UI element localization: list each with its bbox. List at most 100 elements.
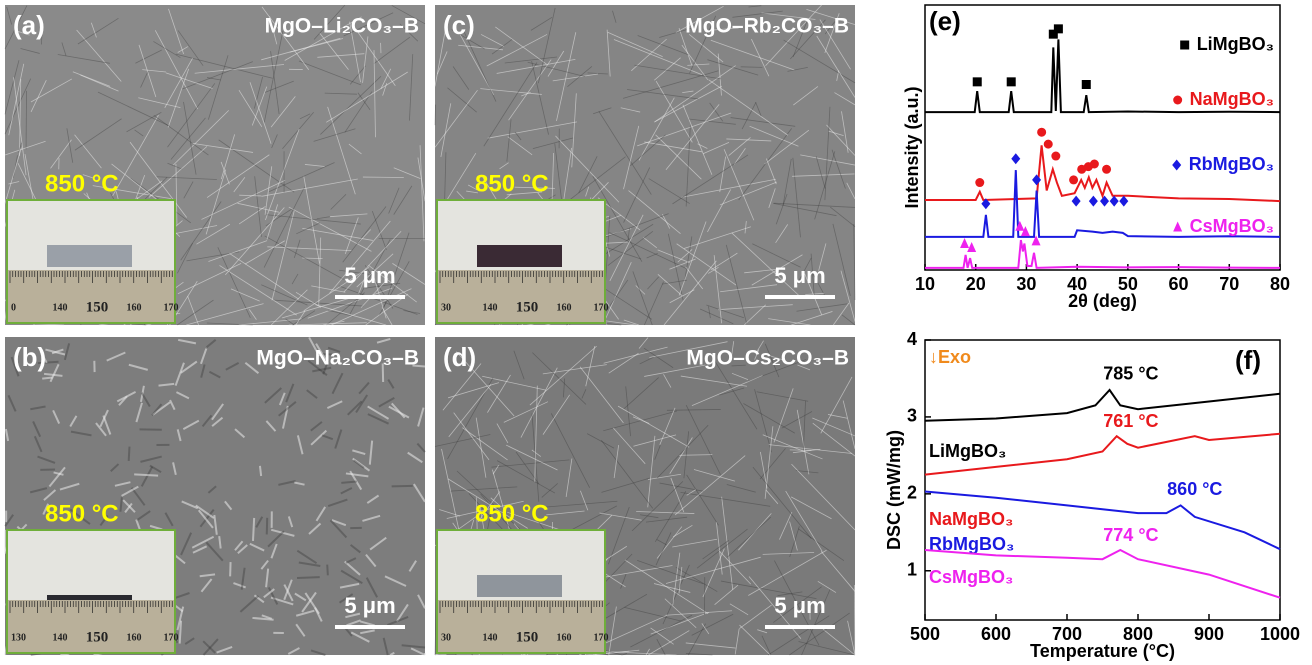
peak-marker [975, 178, 984, 187]
ruler-label: 160 [127, 302, 142, 313]
peak-marker [1011, 153, 1020, 164]
temperature: 850 °C [475, 500, 549, 527]
ruler-label: 150 [86, 629, 109, 645]
legend-marker [1172, 160, 1181, 171]
y-tick-label: 2 [907, 483, 917, 503]
legend-marker [1173, 96, 1182, 105]
x-axis-label: 2θ (deg) [1068, 291, 1137, 311]
x-tick-label: 20 [966, 274, 986, 294]
peak-marker [960, 238, 969, 248]
legend-marker [1180, 41, 1189, 50]
series-label: LiMgBO₃ [929, 441, 1006, 461]
sem-texture [392, 486, 413, 487]
scale-label: 5 μm [344, 263, 395, 288]
sem-panel: (c)MgO–Rb₂CO₃–B850 °C301401501601705 μm [435, 5, 855, 325]
series-label: CsMgBO₃ [929, 567, 1013, 587]
panel-label: (d) [443, 342, 476, 372]
scale-bar [335, 625, 405, 629]
sample [47, 245, 132, 267]
x-tick-label: 60 [1169, 274, 1189, 294]
ruler-label: 150 [516, 629, 539, 645]
panel-title: MgO–Rb₂CO₃–B [685, 15, 849, 38]
scale-label: 5 μm [774, 263, 825, 288]
sem-texture [134, 474, 158, 475]
panel-title: MgO–Na₂CO₃–B [256, 347, 419, 370]
x-tick-label: 600 [981, 624, 1011, 644]
x-tick-label: 10 [915, 274, 935, 294]
panel-title: MgO–Cs₂CO₃–B [686, 347, 849, 370]
legend-marker [1173, 222, 1182, 232]
ruler-label: 170 [164, 632, 179, 643]
sem-texture [180, 621, 181, 644]
x-axis-label: Temperature (°C) [1030, 641, 1175, 661]
temperature: 850 °C [45, 170, 119, 197]
x-tick-label: 70 [1219, 274, 1239, 294]
peak-marker [1089, 196, 1098, 207]
ruler-label: 130 [11, 632, 26, 643]
ruler-label: 160 [557, 302, 572, 313]
peak-marker [1044, 140, 1053, 149]
peak-marker [1102, 165, 1111, 174]
peak-annotation: 774 °C [1103, 525, 1158, 545]
ruler-label: 160 [557, 632, 572, 643]
sem-texture [129, 447, 130, 461]
sem-texture [297, 577, 320, 578]
sem-texture [435, 105, 436, 125]
sem-texture [341, 481, 357, 482]
legend-label: NaMgBO₃ [1190, 89, 1274, 109]
sem-texture [327, 565, 328, 576]
sem-texture [260, 466, 261, 476]
ruler-label: 140 [53, 302, 68, 313]
scale-bar [765, 625, 835, 629]
series-line [925, 240, 1280, 268]
y-tick-label: 4 [907, 329, 917, 349]
peak-annotation: 761 °C [1103, 411, 1158, 431]
y-axis-label: DSC (mW/mg) [884, 430, 904, 550]
y-axis-label: Intensity (a.u.) [902, 86, 922, 208]
ruler-label: 140 [483, 632, 498, 643]
peak-marker [1051, 152, 1060, 161]
temperature: 850 °C [475, 170, 549, 197]
panel-label: (f) [1235, 345, 1261, 375]
sem-panel: (a)MgO–Li₂CO₃–B850 °C01401501601705 μm [5, 5, 425, 325]
exo-label: ↓Exo [929, 347, 971, 367]
x-tick-label: 500 [910, 624, 940, 644]
peak-marker [1069, 175, 1078, 184]
figure: (a)MgO–Li₂CO₃–B850 °C01401501601705 μm(b… [0, 0, 1312, 665]
peak-marker [1090, 160, 1099, 169]
ruler-label: 30 [441, 302, 451, 313]
sample [477, 575, 562, 597]
peak-marker [1007, 77, 1016, 86]
panel-title: MgO–Li₂CO₃–B [265, 15, 419, 38]
peak-marker [1119, 196, 1128, 207]
scale-label: 5 μm [344, 593, 395, 618]
x-tick-label: 900 [1194, 624, 1224, 644]
series-label: NaMgBO₃ [929, 509, 1013, 529]
ruler-label: 170 [594, 632, 609, 643]
scale-bar [335, 295, 405, 299]
sem-panel: (d)MgO–Cs₂CO₃–B850 °C301401501601705 μm [435, 337, 855, 655]
ruler-label: 0 [11, 302, 16, 313]
ruler-label: 150 [516, 299, 539, 315]
x-tick-label: 30 [1016, 274, 1036, 294]
panel-label: (b) [13, 342, 46, 372]
y-tick-label: 3 [907, 406, 917, 426]
scale-bar [765, 295, 835, 299]
legend-label: CsMgBO₃ [1190, 216, 1274, 236]
panel-label: (e) [929, 6, 961, 36]
y-tick-label: 1 [907, 560, 917, 580]
sem-texture [120, 497, 121, 511]
x-tick-label: 80 [1270, 274, 1290, 294]
ruler-label: 170 [164, 302, 179, 313]
peak-marker [1032, 174, 1041, 185]
ruler-label: 140 [53, 632, 68, 643]
legend-label: RbMgBO₃ [1189, 154, 1274, 174]
panel-label: (c) [443, 10, 475, 40]
x-tick-label: 1000 [1260, 624, 1300, 644]
peak-marker [973, 77, 982, 86]
peak-annotation: 785 °C [1103, 363, 1158, 383]
legend-label: LiMgBO₃ [1197, 34, 1274, 54]
ruler-label: 170 [594, 302, 609, 313]
peak-marker [1110, 196, 1119, 207]
